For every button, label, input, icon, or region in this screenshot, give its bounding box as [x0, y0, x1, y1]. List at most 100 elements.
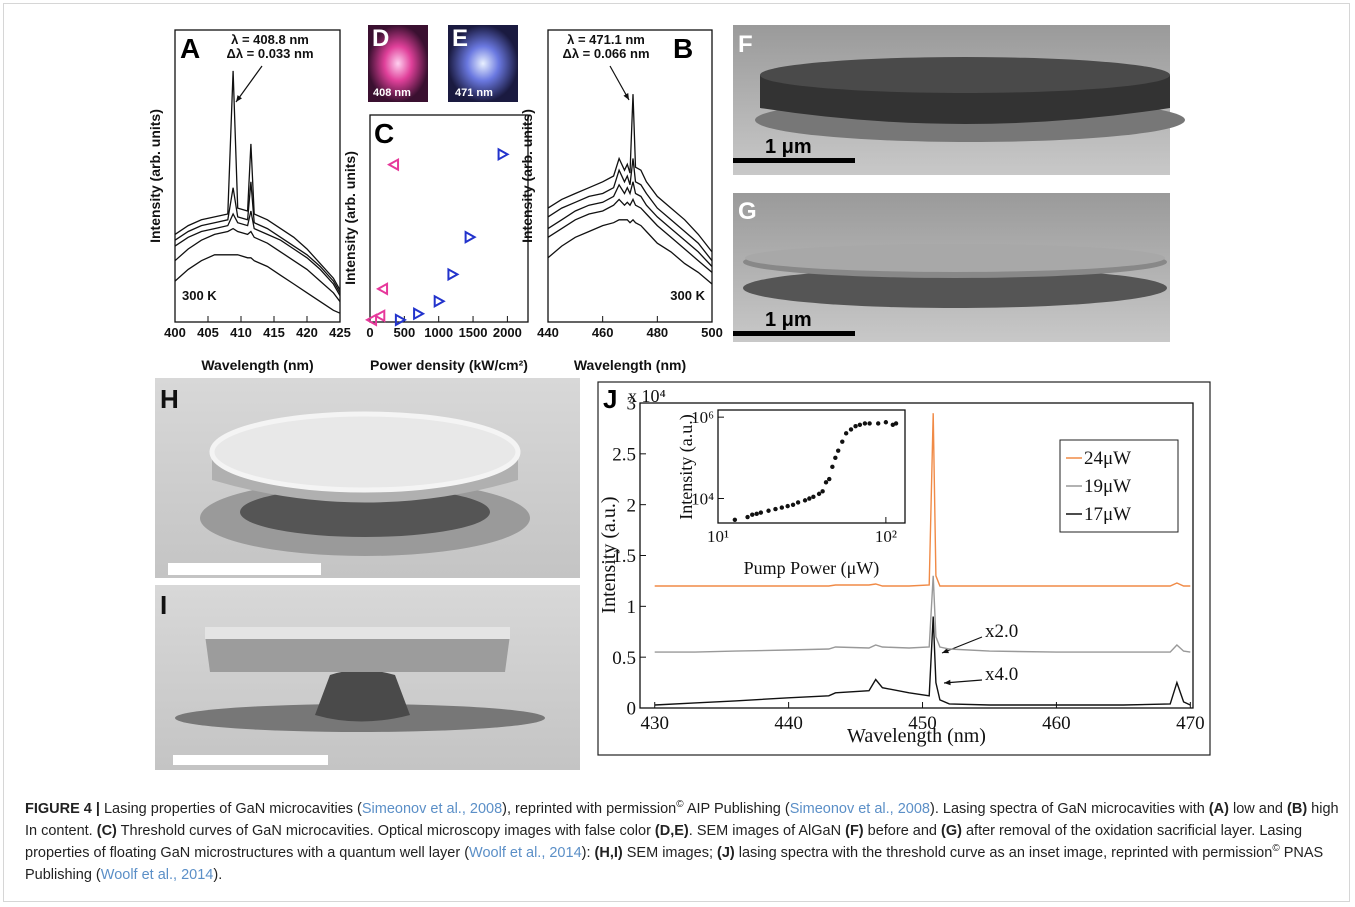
caption-bold: (G)	[941, 823, 962, 839]
disk-side	[205, 635, 510, 672]
annotation: 300 K	[670, 288, 705, 303]
x-axis-label: Power density (kW/cm²)	[370, 357, 528, 373]
x-tick-label: 500	[393, 325, 415, 340]
caption-text: . SEM images of AlGaN	[688, 823, 846, 839]
figure: D 408 nm E 471 nm F 1 μm G 1 μm H I 400 4…	[147, 25, 1211, 770]
point	[827, 476, 832, 482]
x-tick-label: 500	[701, 325, 723, 340]
x-tick-label: 460	[592, 325, 614, 340]
x-tick-label: 1000	[424, 325, 453, 340]
scale-bar	[733, 158, 855, 163]
image-label: G	[738, 198, 757, 225]
annotation: Δλ = 0.066 nm	[562, 46, 649, 61]
annotation: λ = 471.1 nm	[567, 32, 645, 47]
scale-bar	[173, 755, 328, 765]
point	[754, 511, 759, 517]
scale-bar	[168, 563, 321, 575]
y-tick-label: 2	[627, 495, 637, 516]
image-caption: 471 nm	[455, 87, 493, 99]
y-tick-label: 0.5	[612, 648, 636, 669]
legend-label: 19μW	[1084, 476, 1131, 497]
point	[773, 506, 778, 512]
caption-bold: (A)	[1208, 801, 1229, 817]
caption-link[interactable]: Simeonov et al., 2008	[789, 801, 930, 817]
point	[373, 309, 386, 323]
caption-bold: (F)	[845, 823, 864, 839]
caption-link[interactable]: Woolf et al., 2014	[100, 867, 214, 883]
image-d	[368, 25, 428, 102]
point	[883, 420, 889, 425]
series-line	[547, 181, 713, 267]
y-tick-label: 3	[627, 394, 637, 415]
caption-link[interactable]: Simeonov et al., 2008	[361, 801, 503, 817]
point	[833, 455, 838, 461]
image-label: F	[738, 31, 753, 58]
point	[375, 282, 389, 296]
series-line	[654, 616, 1191, 706]
caption-text: Lasing properties of GaN microcavities (	[99, 801, 362, 817]
x-tick-label: 440	[774, 713, 803, 734]
caption-sup: ©	[676, 799, 684, 811]
caption-text: AIP Publishing (	[683, 801, 790, 817]
x-axis-label: Pump Power (μW)	[744, 558, 880, 579]
point	[823, 480, 829, 485]
caption-text: low and	[1228, 801, 1288, 817]
x-tick-label: 410	[230, 325, 252, 340]
caption-bold: (J)	[717, 845, 735, 861]
figure-frame	[3, 3, 1350, 902]
disk-top	[209, 411, 521, 493]
series-line	[547, 94, 713, 253]
point	[790, 502, 796, 508]
series-line	[174, 210, 341, 297]
series-line	[174, 254, 341, 314]
arrow	[235, 65, 263, 103]
point	[758, 510, 764, 515]
point	[835, 448, 841, 453]
legend-label: 17μW	[1084, 504, 1131, 525]
x-tick-label: 10²	[875, 527, 897, 546]
point	[840, 439, 845, 444]
caption-bold: (B)	[1287, 801, 1308, 817]
caption-text: lasing spectra with the threshold curve …	[734, 845, 1273, 861]
x-tick-label: 425	[329, 325, 351, 340]
y-axis-label: Intensity (arb. units)	[342, 151, 358, 285]
point	[433, 294, 446, 308]
point	[785, 503, 790, 509]
axes-frame	[717, 409, 906, 524]
series-line	[547, 158, 713, 262]
series-line	[174, 227, 341, 302]
caption-link[interactable]: Woolf et al., 2014	[469, 845, 582, 861]
caption-text: ):	[581, 845, 595, 861]
x-tick-label: 420	[296, 325, 318, 340]
x-tick-label: 440	[537, 325, 559, 340]
axes-frame	[174, 29, 341, 323]
x-tick-label: 400	[164, 325, 186, 340]
point	[830, 464, 835, 470]
scale-label: 1 μm	[765, 309, 812, 331]
point	[893, 421, 899, 426]
disk-base	[743, 268, 1167, 308]
point	[447, 267, 460, 282]
arrow-head	[623, 93, 629, 100]
point	[745, 514, 750, 520]
legend-label: 24μW	[1084, 448, 1131, 469]
series-line	[547, 218, 713, 285]
y-multiplier: x 10⁴	[628, 386, 666, 406]
y-axis-label: Intensity (a.u.)	[598, 496, 620, 613]
point	[843, 431, 849, 436]
disk-top	[760, 57, 1170, 93]
image-caption: 408 nm	[373, 87, 411, 99]
point	[497, 147, 510, 162]
caption-bold: FIGURE 4 |	[25, 801, 100, 817]
arrow-head	[944, 679, 951, 686]
panel-label: J	[603, 384, 617, 414]
x-tick-label: 10¹	[707, 527, 729, 546]
caption-text: ). Lasing spectra of GaN microcavities w…	[930, 801, 1209, 817]
disk-top	[745, 244, 1165, 272]
annotation: x4.0	[985, 664, 1018, 685]
image-label: D	[372, 25, 389, 52]
y-tick-label: 10⁴	[691, 489, 714, 508]
point	[386, 157, 400, 172]
y-tick-label: 10⁶	[691, 408, 714, 427]
